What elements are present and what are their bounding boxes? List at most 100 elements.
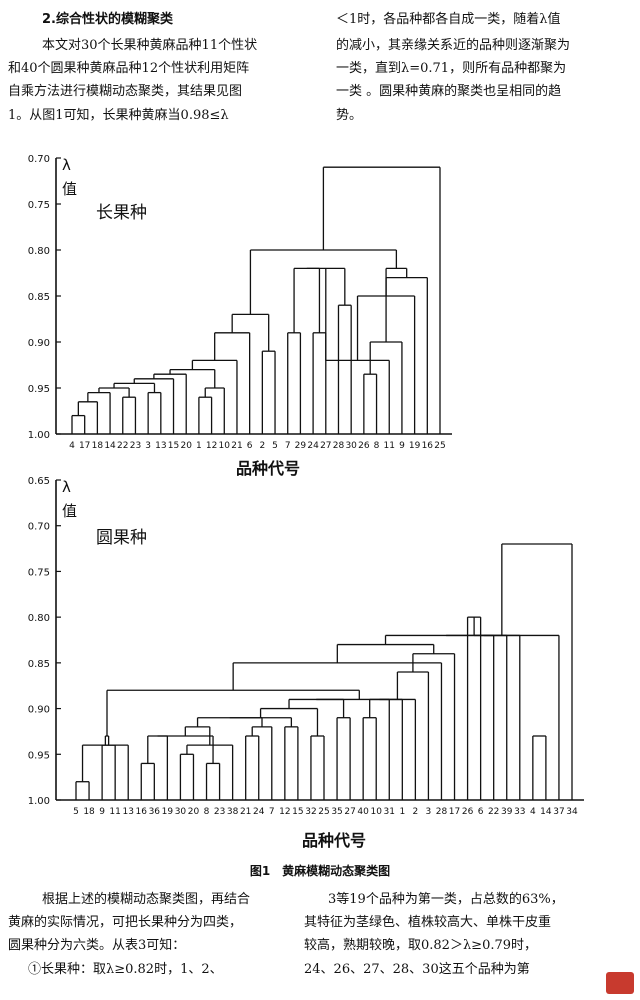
text-line: 一类 。圆果种黄麻的聚类也呈相同的趋 xyxy=(336,84,562,99)
leaf-label: 20 xyxy=(188,807,200,817)
chart-title: 圆果种 xyxy=(96,528,147,548)
leaf-label: 10 xyxy=(370,807,382,817)
leaf-label: 5 xyxy=(272,441,278,451)
leaf-label: 4 xyxy=(69,441,75,451)
section-heading: 2.综合性状的模糊聚类 xyxy=(42,12,173,27)
leaf-label: 8 xyxy=(204,807,210,817)
y-axis-label: 值 xyxy=(62,502,77,520)
leaf-label: 1 xyxy=(399,807,405,817)
text-line: 圆果种分为六类。从表3可知： xyxy=(8,938,186,953)
text-line: 势。 xyxy=(336,108,363,123)
y-tick-label: 0.70 xyxy=(28,154,50,165)
leaf-label: 23 xyxy=(130,441,141,451)
leaf-label: 31 xyxy=(384,807,395,817)
chart-title: 长果种 xyxy=(96,203,147,223)
leaf-label: 24 xyxy=(253,807,265,817)
leaf-label: 12 xyxy=(279,807,290,817)
text-line: 一类，直到λ=0.71，则所有品种都聚为 xyxy=(336,61,567,76)
leaf-label: 25 xyxy=(434,441,445,451)
leaf-label: 6 xyxy=(247,441,253,451)
leaf-label: 36 xyxy=(149,807,161,817)
text-line: ＜1时，各品种都各自成一类，随着λ值 xyxy=(336,12,561,27)
leaf-label: 2 xyxy=(413,807,419,817)
leaf-label: 6 xyxy=(478,807,484,817)
leaf-label: 16 xyxy=(422,441,434,451)
leaf-label: 17 xyxy=(449,807,460,817)
leaf-label: 35 xyxy=(331,807,342,817)
y-tick-label: 1.00 xyxy=(28,796,50,807)
leaf-label: 11 xyxy=(384,441,395,451)
leaf-label: 21 xyxy=(231,441,242,451)
dendrogram-long-fruit: 0.70 0.75 0.80 0.85 0.90 0.95 1.00 λ 值长果种 品种代号 4 17… xyxy=(0,0,640,484)
text-line: 24、26、27、28、30这五个品种为第 xyxy=(304,962,530,977)
leaf-label: 8 xyxy=(374,441,380,451)
text-line: 的减小，其亲缘关系近的品种则逐渐聚为 xyxy=(336,38,571,53)
leaf-label: 21 xyxy=(240,807,251,817)
y-tick-label: 0.80 xyxy=(28,246,50,257)
text-line: 较高，熟期较晚，取0.82＞λ≥0.79时， xyxy=(304,938,538,953)
text-line: 3等19个品种为第一类，占总数的63%， xyxy=(328,892,564,907)
leaf-label: 32 xyxy=(305,807,316,817)
y-tick-label: 0.75 xyxy=(28,200,50,211)
leaf-label: 9 xyxy=(99,807,105,817)
leaf-label: 18 xyxy=(92,441,104,451)
leaf-label: 27 xyxy=(320,441,331,451)
y-tick-label: 0.85 xyxy=(28,659,50,670)
text-line: 自乘方法进行模糊动态聚类，其结果见图 xyxy=(8,84,243,99)
leaf-label: 17 xyxy=(79,441,90,451)
leaf-label: 2 xyxy=(259,441,265,451)
leaf-label: 37 xyxy=(553,807,564,817)
figure-caption: 图1 黄麻模糊动态聚类图 xyxy=(249,864,391,878)
y-tick-label: 0.95 xyxy=(28,750,50,761)
leaf-label: 30 xyxy=(345,441,357,451)
leaf-label: 34 xyxy=(566,807,578,817)
leaf-label: 4 xyxy=(530,807,536,817)
x-axis-label: 品种代号 xyxy=(236,459,300,478)
y-tick-label: 0.95 xyxy=(28,384,50,395)
leaf-label: 15 xyxy=(292,807,303,817)
leaf-label: 22 xyxy=(488,807,499,817)
leaf-label: 13 xyxy=(122,807,133,817)
leaf-label: 29 xyxy=(295,441,307,451)
leaf-label: 40 xyxy=(357,807,369,817)
leaf-label: 22 xyxy=(117,441,128,451)
leaf-label: 33 xyxy=(514,807,525,817)
leaf-label: 26 xyxy=(358,441,370,451)
y-tick-label: 0.85 xyxy=(28,292,50,303)
leaf-label: 9 xyxy=(399,441,405,451)
y-tick-label: 0.90 xyxy=(28,338,50,349)
leaf-label: 14 xyxy=(540,807,552,817)
y-tick-label: 0.65 xyxy=(28,476,50,487)
leaf-label: 10 xyxy=(219,441,231,451)
leaf-label: 30 xyxy=(175,807,187,817)
watermark-logo xyxy=(606,972,634,994)
text-line: 其特征为茎绿色、植株较高大、单株干皮重 xyxy=(304,915,552,930)
text-line: 根据上述的模糊动态聚类图，再结合 xyxy=(42,892,251,907)
text-line: ①长果种：取λ≥0.82时，1、2、 xyxy=(28,962,223,977)
y-axis-label: 值 xyxy=(62,180,77,198)
text-line: 本文对30个长果种黄麻品种11个性状 xyxy=(42,38,258,53)
dendrogram-round-fruit-svg: 0.65 0.70 0.75 0.80 0.85 0.90 0.95 1.00 λ值圆果种品种代… xyxy=(28,476,584,850)
y-tick-label: 0.75 xyxy=(28,567,50,578)
leaf-label: 5 xyxy=(73,807,79,817)
leaf-label: 38 xyxy=(227,807,239,817)
leaf-label: 13 xyxy=(155,441,166,451)
leaf-label: 24 xyxy=(307,441,319,451)
text-line: 1。从图1可知，长果种黄麻当0.98≤λ xyxy=(8,108,229,123)
text-line: 黄麻的实际情况，可把长果种分为四类， xyxy=(8,915,243,930)
y-tick-label: 0.80 xyxy=(28,613,50,624)
leaf-label: 20 xyxy=(180,441,192,451)
leaf-label: 27 xyxy=(344,807,355,817)
y-tick-label: 0.70 xyxy=(28,522,50,533)
leaf-label: 1 xyxy=(196,441,202,451)
leaf-label: 7 xyxy=(285,441,291,451)
y-axis-label: λ xyxy=(62,478,71,496)
leaf-label: 19 xyxy=(409,441,421,451)
leaf-label: 25 xyxy=(318,807,329,817)
leaf-label: 19 xyxy=(162,807,174,817)
leaf-label: 39 xyxy=(501,807,513,817)
leaf-label: 18 xyxy=(83,807,95,817)
leaf-label: 23 xyxy=(214,807,225,817)
dendrogram-round-fruit: 0.65 0.70 0.75 0.80 0.85 0.90 0.95 1.00 λ 值圆果种 品种代… xyxy=(28,476,584,850)
